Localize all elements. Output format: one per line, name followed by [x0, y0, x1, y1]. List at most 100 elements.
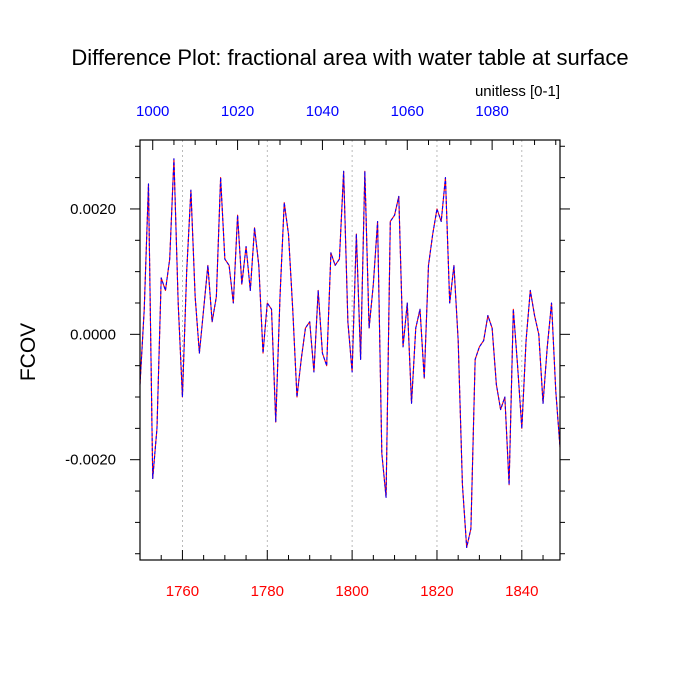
data-point — [292, 309, 293, 310]
data-point — [441, 221, 442, 222]
data-point — [475, 359, 476, 360]
data-point — [547, 346, 548, 347]
data-point — [487, 315, 488, 316]
data-point — [364, 171, 365, 172]
data-point — [216, 296, 217, 297]
units-label: unitless [0-1] — [475, 83, 560, 100]
data-point — [250, 290, 251, 291]
data-point — [326, 365, 327, 366]
data-point — [190, 190, 191, 191]
x-bottom-tick-label-1840: 1840 — [505, 583, 538, 600]
data-point — [305, 327, 306, 328]
data-point — [411, 403, 412, 404]
data-point — [385, 497, 386, 498]
data-point — [271, 309, 272, 310]
data-point — [156, 428, 157, 429]
data-point — [224, 259, 225, 260]
data-point — [504, 396, 505, 397]
data-point — [182, 396, 183, 397]
data-point — [169, 259, 170, 260]
data-point — [352, 371, 353, 372]
data-point — [534, 315, 535, 316]
data-point — [453, 265, 454, 266]
data-point — [508, 484, 509, 485]
data-point — [233, 302, 234, 303]
data-point — [462, 484, 463, 485]
data-point — [436, 208, 437, 209]
data-point — [398, 196, 399, 197]
data-point — [228, 265, 229, 266]
data-point — [470, 528, 471, 529]
data-point — [144, 309, 145, 310]
data-point — [458, 340, 459, 341]
data-point — [373, 284, 374, 285]
data-point — [343, 171, 344, 172]
data-point — [428, 265, 429, 266]
x-top-tick-label-1080: 1080 — [475, 103, 508, 120]
data-point — [424, 378, 425, 379]
data-point — [479, 346, 480, 347]
series-line-0-dash — [139, 158, 561, 549]
data-point — [496, 384, 497, 385]
data-point — [419, 309, 420, 310]
data-point — [347, 321, 348, 322]
plot-frame — [139, 139, 561, 561]
data-point — [178, 302, 179, 303]
data-point — [551, 302, 552, 303]
data-point — [195, 296, 196, 297]
data-point — [275, 421, 276, 422]
data-point — [203, 309, 204, 310]
data-point — [466, 547, 467, 548]
data-point — [339, 259, 340, 260]
data-point — [513, 309, 514, 310]
data-point — [555, 390, 556, 391]
x-bottom-tick-label-1820: 1820 — [420, 583, 453, 600]
data-point — [199, 353, 200, 354]
data-point — [407, 302, 408, 303]
data-point — [368, 327, 369, 328]
data-point — [207, 265, 208, 266]
series-layer — [139, 158, 561, 549]
data-point — [322, 353, 323, 354]
data-point — [148, 183, 149, 184]
axis-ticks — [130, 140, 570, 560]
x-top-tick-label-1040: 1040 — [306, 103, 339, 120]
x-top-tick-label-1000: 1000 — [136, 103, 169, 120]
data-point — [381, 453, 382, 454]
data-point — [301, 359, 302, 360]
data-point — [525, 340, 526, 341]
data-point — [296, 396, 297, 397]
data-point — [313, 371, 314, 372]
data-point — [288, 233, 289, 234]
data-point — [220, 177, 221, 178]
data-point — [237, 215, 238, 216]
data-point — [335, 265, 336, 266]
data-point — [483, 340, 484, 341]
data-point — [390, 221, 391, 222]
data-point — [360, 359, 361, 360]
grid-lines — [182, 140, 523, 560]
data-point — [445, 177, 446, 178]
y-axis-label: FCOV — [17, 323, 40, 381]
data-point — [538, 334, 539, 335]
data-point — [152, 478, 153, 479]
data-point — [262, 353, 263, 354]
x-bottom-tick-label-1800: 1800 — [335, 583, 368, 600]
chart-title: Difference Plot: fractional area with wa… — [71, 45, 628, 70]
data-point — [432, 233, 433, 234]
x-top-tick-label-1020: 1020 — [221, 103, 254, 120]
data-point — [415, 327, 416, 328]
data-point — [258, 265, 259, 266]
data-point — [330, 252, 331, 253]
data-point — [356, 233, 357, 234]
data-point — [165, 290, 166, 291]
data-point — [212, 321, 213, 322]
data-point — [377, 221, 378, 222]
data-point — [394, 215, 395, 216]
data-point — [449, 302, 450, 303]
data-point — [517, 365, 518, 366]
data-point — [254, 227, 255, 228]
y-tick-label-1: 0.0000 — [70, 326, 116, 343]
data-point — [241, 284, 242, 285]
